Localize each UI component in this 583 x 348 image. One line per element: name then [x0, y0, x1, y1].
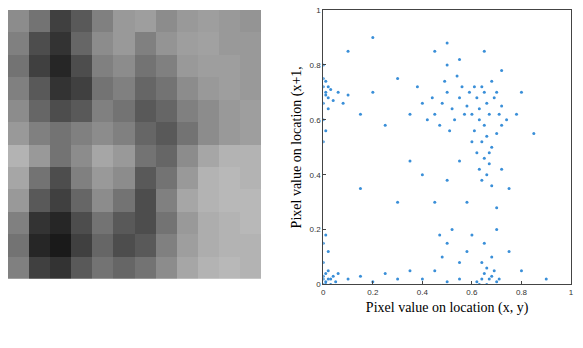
svg-text:0.4: 0.4 [310, 170, 322, 179]
svg-text:Pixel value on location (x, y): Pixel value on location (x, y) [366, 300, 529, 316]
svg-text:0.2: 0.2 [367, 288, 379, 297]
svg-text:0.6: 0.6 [310, 116, 322, 125]
svg-text:0.2: 0.2 [310, 225, 322, 234]
svg-text:1: 1 [316, 6, 321, 15]
svg-text:0: 0 [321, 288, 326, 297]
svg-text:0: 0 [316, 280, 321, 289]
svg-text:1: 1 [569, 288, 574, 297]
svg-text:0.6: 0.6 [466, 288, 478, 297]
svg-text:0.4: 0.4 [417, 288, 429, 297]
svg-text:0.8: 0.8 [310, 61, 322, 70]
svg-text:0.8: 0.8 [516, 288, 528, 297]
svg-text:Pixel value on location (x+1,: Pixel value on location (x+1, [289, 66, 305, 228]
